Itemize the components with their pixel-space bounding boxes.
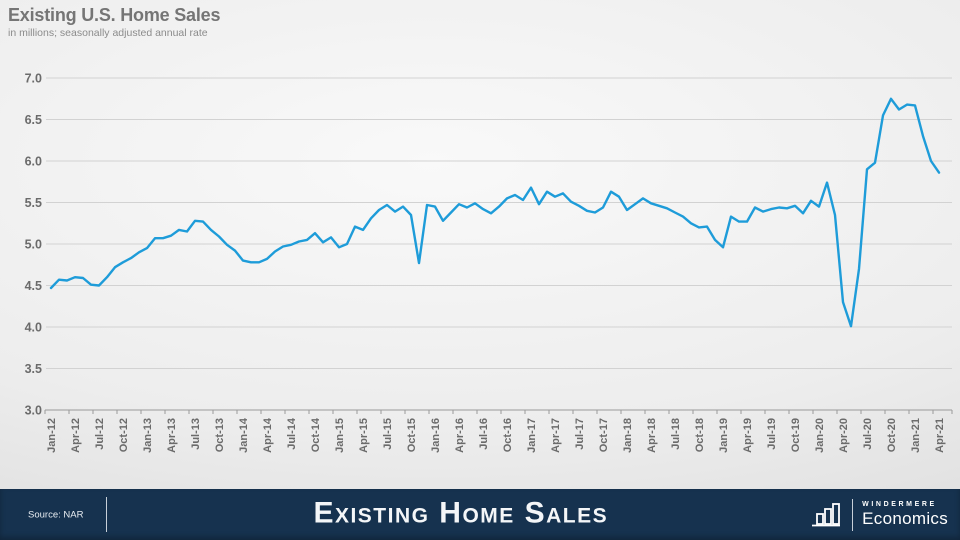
x-axis-label: Jan-20 [814, 418, 826, 453]
source-label: Source: NAR [28, 509, 84, 520]
x-axis-label: Apr-15 [358, 418, 370, 453]
x-axis-label: Jul-15 [382, 418, 394, 450]
x-axis-label: Jul-20 [862, 418, 874, 450]
x-axis-label: Jul-12 [94, 418, 106, 450]
x-axis-label: Jul-17 [574, 418, 586, 450]
sales-line-series [49, 97, 941, 328]
x-axis-label: Jul-18 [670, 418, 682, 450]
y-axis-label: 5.5 [25, 196, 42, 210]
chart-subtitle: in millions; seasonally adjusted annual … [8, 27, 208, 39]
y-axis-label: 3.5 [25, 362, 42, 376]
x-axis-label: Oct-14 [310, 417, 322, 452]
brand-division: Economics [862, 508, 948, 528]
x-axis-label: Jul-16 [478, 418, 490, 450]
x-axis-label: Jul-14 [286, 417, 298, 450]
y-axis-label: 3.0 [25, 404, 42, 418]
x-axis-label: Oct-16 [502, 418, 514, 452]
x-axis-label: Oct-12 [118, 418, 130, 452]
x-axis-label: Apr-20 [838, 418, 850, 453]
x-axis-label: Jan-12 [46, 418, 58, 453]
x-axis-label: Apr-12 [70, 418, 82, 453]
chart-area: 3.0 3.5 4.0 4.5 5.0 5.5 6.0 6.5 7.0 Jan-12 Apr-12 J… [25, 72, 953, 453]
home-sales-line-chart: 3.0 3.5 4.0 4.5 5.0 5.5 6.0 6.5 7.0 Jan-12 Apr-12 J… [25, 72, 953, 453]
x-axis-label: Jan-19 [718, 418, 730, 453]
x-axis-label: Apr-16 [454, 418, 466, 453]
x-axis-label: Jul-13 [190, 418, 202, 450]
x-axis-label: Jan-14 [238, 417, 250, 453]
x-axis-label: Oct-18 [694, 418, 706, 452]
x-axis-label: Apr-19 [742, 418, 754, 453]
y-axis-label: 6.0 [25, 155, 42, 169]
brand-logo: WINDERMERE Economics [811, 498, 948, 531]
chart-title: Existing U.S. Home Sales [8, 5, 221, 25]
y-axis-label: 7.0 [25, 72, 42, 86]
x-axis-label: Apr-13 [166, 418, 178, 453]
x-axis-label: Jan-17 [526, 418, 538, 453]
brand-divider [852, 498, 854, 531]
x-axis-label: Apr-17 [550, 418, 562, 453]
x-axis-label: Jan-16 [430, 418, 442, 453]
x-axis-label: Jan-18 [622, 418, 634, 453]
x-axis-label: Apr-21 [934, 418, 946, 453]
y-axis-label: 5.0 [25, 238, 42, 252]
bar-chart-logo-icon [812, 502, 841, 526]
x-axis-label: Jul-19 [766, 418, 778, 450]
y-axis-label: 6.5 [25, 113, 42, 127]
x-axis-label: Oct-20 [886, 418, 898, 452]
x-axis-label: Apr-14 [262, 417, 274, 453]
footer-bar: Source: NAR Existing Home Sales WINDERME… [0, 489, 960, 540]
x-axis-label: Jan-15 [334, 418, 346, 453]
chart-header: Existing U.S. Home Sales in millions; se… [8, 5, 220, 39]
x-axis-label: Oct-19 [790, 418, 802, 452]
x-axis-label: Jan-21 [910, 418, 922, 453]
x-axis-label: Jan-13 [142, 418, 154, 453]
footer-divider [106, 497, 107, 532]
x-axis-label: Apr-18 [646, 418, 658, 453]
y-axis-label: 4.5 [25, 279, 42, 293]
footer-title: Existing Home Sales [313, 496, 609, 530]
brand-name: WINDERMERE [862, 500, 937, 508]
x-axis-label: Oct-17 [598, 418, 610, 452]
brand-text: WINDERMERE Economics [862, 501, 948, 529]
y-axis-label: 4.0 [25, 321, 42, 335]
x-axis-label: Oct-15 [406, 418, 418, 452]
x-axis-label: Oct-13 [214, 418, 226, 452]
